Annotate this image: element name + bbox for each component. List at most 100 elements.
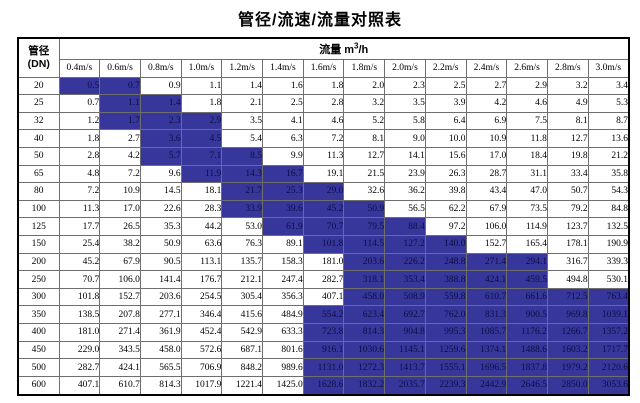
flow-cell-dn600-1-4ms: 1425.0 xyxy=(262,375,304,396)
flow-cell-dn400-1-6ms: 723.8 xyxy=(302,323,345,342)
flow-cell-dn100-2-4ms: 67.9 xyxy=(465,199,508,219)
pipe-diameter-header-line1: 管径 xyxy=(28,44,50,57)
flow-cell-dn300-3-0ms: 763.4 xyxy=(587,287,630,307)
flow-cell-dn450-2-6ms: 1488.6 xyxy=(506,340,548,360)
flow-cell-dn600-2-6ms: 2646.5 xyxy=(506,375,548,396)
flow-cell-dn50-1-4ms: 9.9 xyxy=(262,146,304,166)
flow-cell-dn300-1-8ms: 458.0 xyxy=(343,287,386,307)
flow-cell-dn125-1-2ms: 53.0 xyxy=(221,217,264,236)
flow-cell-dn150-2-8ms: 178.1 xyxy=(546,234,589,254)
flow-cell-dn400-0-8ms: 361.9 xyxy=(139,323,182,342)
table-row-dn-450: 450 229.0 343.5 458.0 572.6 687.1 801.6 916.1 10… xyxy=(17,340,630,360)
flow-cell-dn25-3-0ms: 5.3 xyxy=(587,94,630,113)
flow-cell-dn40-2-6ms: 11.8 xyxy=(506,129,548,148)
flow-cell-dn20-2-2ms: 2.5 xyxy=(424,76,467,96)
flow-cell-dn20-1-6ms: 1.8 xyxy=(302,76,345,96)
flow-cell-dn32-1-0ms: 2.9 xyxy=(180,111,223,131)
velocity-header-2-6ms: 2.6m/s xyxy=(506,58,548,78)
flow-cell-dn20-0-8ms: 0.9 xyxy=(139,76,182,96)
flow-cell-dn350-1-0ms: 346.4 xyxy=(180,305,223,325)
table-row-dn-125: 125 17.7 26.5 35.3 44.2 53.0 61.9 70.7 79.5 88.4 9… xyxy=(17,217,630,236)
flow-cell-dn32-2-6ms: 7.5 xyxy=(506,111,548,131)
flow-cell-dn65-2-4ms: 28.7 xyxy=(465,164,508,184)
flow-cell-dn250-2-8ms: 494.8 xyxy=(546,270,589,289)
flow-cell-dn500-2-6ms: 1837.8 xyxy=(506,358,548,377)
dn-cell-100: 100 xyxy=(17,199,60,219)
flow-cell-dn300-2-0ms: 508.9 xyxy=(384,287,426,307)
flow-cell-dn20-2-8ms: 3.2 xyxy=(546,76,589,96)
flow-cell-dn250-0-6ms: 106.0 xyxy=(99,270,141,289)
flow-cell-dn80-0-6ms: 10.9 xyxy=(99,182,141,201)
flow-cell-dn150-0-8ms: 50.9 xyxy=(139,234,182,254)
flow-cell-dn200-1-4ms: 158.3 xyxy=(262,252,304,272)
flow-cell-dn80-2-8ms: 50.7 xyxy=(546,182,589,201)
dn-cell-32: 32 xyxy=(17,111,60,131)
velocity-header-1-4ms: 1.4m/s xyxy=(262,58,304,78)
flow-cell-dn400-3-0ms: 1357.2 xyxy=(587,323,630,342)
flow-cell-dn40-1-4ms: 6.3 xyxy=(262,129,304,148)
flow-cell-dn65-3-0ms: 35.8 xyxy=(587,164,630,184)
velocity-header-1-6ms: 1.6m/s xyxy=(302,58,345,78)
flow-cell-dn80-1-0ms: 18.1 xyxy=(180,182,223,201)
dn-cell-450: 450 xyxy=(17,340,60,360)
flow-cell-dn500-0-4ms: 282.7 xyxy=(58,358,101,377)
flow-cell-dn500-1-8ms: 1272.3 xyxy=(343,358,386,377)
flow-cell-dn300-2-6ms: 661.6 xyxy=(506,287,548,307)
flow-cell-dn200-1-2ms: 135.7 xyxy=(221,252,264,272)
page-title: 管径/流速/流量对照表 xyxy=(238,12,402,29)
flow-cell-dn50-1-0ms: 7.1 xyxy=(180,146,223,166)
velocity-header-1-0ms: 1.0m/s xyxy=(180,58,223,78)
table-row-dn-200: 200 45.2 67.9 90.5 113.1 135.7 158.3 181.0 203.6… xyxy=(17,252,630,272)
flow-cell-dn450-1-2ms: 687.1 xyxy=(221,340,264,360)
flow-cell-dn25-2-8ms: 4.9 xyxy=(546,94,589,113)
flow-cell-dn150-2-4ms: 152.7 xyxy=(465,234,508,254)
flow-cell-dn200-1-0ms: 113.1 xyxy=(180,252,223,272)
flow-cell-dn50-1-6ms: 11.3 xyxy=(302,146,345,166)
flow-cell-dn300-1-0ms: 254.5 xyxy=(180,287,223,307)
flow-cell-dn65-0-8ms: 9.6 xyxy=(139,164,182,184)
flow-cell-dn350-0-6ms: 207.8 xyxy=(99,305,141,325)
flow-cell-dn350-2-8ms: 969.8 xyxy=(546,305,589,325)
flow-cell-dn65-1-6ms: 19.1 xyxy=(302,164,345,184)
flow-cell-dn65-2-2ms: 26.3 xyxy=(424,164,467,184)
flow-cell-dn80-2-4ms: 43.4 xyxy=(465,182,508,201)
flow-cell-dn80-0-8ms: 14.5 xyxy=(139,182,182,201)
flow-cell-dn125-0-8ms: 35.3 xyxy=(139,217,182,236)
flow-cell-dn600-2-4ms: 2442.9 xyxy=(465,375,508,396)
flow-cell-dn500-1-4ms: 989.6 xyxy=(262,358,304,377)
flow-cell-dn40-0-4ms: 1.8 xyxy=(58,129,101,148)
dn-cell-20: 20 xyxy=(17,76,60,96)
velocity-header-0-8ms: 0.8m/s xyxy=(139,58,182,78)
flow-cell-dn32-1-2ms: 3.5 xyxy=(221,111,264,131)
flow-cell-dn400-1-2ms: 542.9 xyxy=(221,323,264,342)
flow-cell-dn200-0-8ms: 90.5 xyxy=(139,252,182,272)
flow-cell-dn400-0-6ms: 271.4 xyxy=(99,323,141,342)
flow-cell-dn250-1-4ms: 247.4 xyxy=(262,270,304,289)
flow-cell-dn20-3-0ms: 3.4 xyxy=(587,76,630,96)
dn-cell-80: 80 xyxy=(17,182,60,201)
flow-cell-dn350-2-0ms: 692.7 xyxy=(384,305,426,325)
flow-cell-dn32-0-8ms: 2.3 xyxy=(139,111,182,131)
flow-cell-dn20-1-2ms: 1.4 xyxy=(221,76,264,96)
flow-cell-dn25-1-2ms: 2.1 xyxy=(221,94,264,113)
flow-cell-dn200-0-6ms: 67.9 xyxy=(99,252,141,272)
flow-cell-dn450-0-6ms: 343.5 xyxy=(99,340,141,360)
flow-cell-dn600-3-0ms: 3053.6 xyxy=(587,375,630,396)
flow-cell-dn350-1-2ms: 415.6 xyxy=(221,305,264,325)
flow-cell-dn65-1-8ms: 21.5 xyxy=(343,164,386,184)
flow-cell-dn100-0-8ms: 22.6 xyxy=(139,199,182,219)
flow-cell-dn150-1-8ms: 114.5 xyxy=(343,234,386,254)
flow-cell-dn32-2-2ms: 6.4 xyxy=(424,111,467,131)
table-row-dn-400: 400 181.0 271.4 361.9 452.4 542.9 633.3 723.8 81… xyxy=(17,323,630,342)
flow-cell-dn25-2-2ms: 3.9 xyxy=(424,94,467,113)
flow-cell-dn125-0-4ms: 17.7 xyxy=(58,217,101,236)
flow-cell-dn450-2-2ms: 1259.6 xyxy=(424,340,467,360)
flow-cell-dn65-0-4ms: 4.8 xyxy=(58,164,101,184)
flow-cell-dn40-1-6ms: 7.2 xyxy=(302,129,345,148)
flow-cell-dn100-2-8ms: 79.2 xyxy=(546,199,589,219)
flow-cell-dn65-2-8ms: 33.4 xyxy=(546,164,589,184)
flow-cell-dn350-3-0ms: 1039.1 xyxy=(587,305,630,325)
flow-cell-dn100-0-6ms: 17.0 xyxy=(99,199,141,219)
dn-cell-150: 150 xyxy=(17,234,60,254)
flow-cell-dn200-1-6ms: 181.0 xyxy=(302,252,345,272)
